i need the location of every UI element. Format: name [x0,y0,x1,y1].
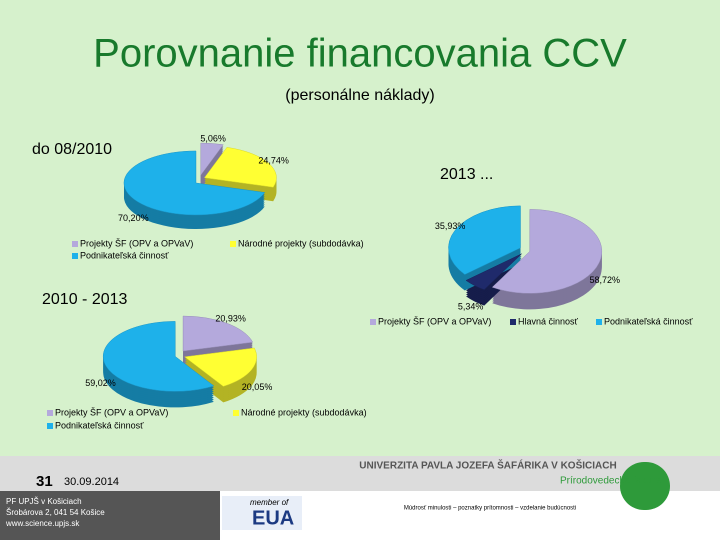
data-label: 35,93% [435,221,466,231]
legend-marker [233,410,239,416]
legend-marker [510,319,516,325]
page-number: 31 [36,473,53,490]
slice [184,347,257,387]
legend-label: Podnikateľská činnosť [80,250,169,260]
footer-top [0,456,720,491]
date: 30.09.2014 [64,476,119,488]
chart-title: do 08/2010 [32,141,112,158]
legend-marker [230,241,236,247]
legend-label: Národné projekty (subdodávka) [241,407,367,417]
legend-marker [72,253,78,259]
slide-subtitle: (personálne náklady) [285,87,434,104]
address: Šrobárova 2, 041 54 Košice [6,508,105,517]
data-label: 58,72% [589,275,620,285]
data-label: 20,93% [215,313,246,323]
slice [200,142,224,176]
slice [491,209,603,294]
chart-title: 2013 ... [440,166,493,183]
slice [448,205,521,275]
eua-logo [222,496,302,530]
motto: Múdrosť minulosti – poznatky prítomnosti… [404,506,576,512]
slide-title: Porovnanie financovania CCV [93,32,627,76]
legend-label: Projekty ŠF (OPV a OPVaV) [378,316,491,326]
legend-marker [596,319,602,325]
slice [465,253,522,290]
slice [203,147,277,188]
slice [102,321,215,392]
legend-marker [72,241,78,247]
legend-label: Národné projekty (subdodávka) [238,238,364,248]
legend-label: Hlavná činnosť [518,316,579,326]
legend-label: Podnikateľská činnosť [55,420,144,430]
eua: EUA [252,507,294,529]
slice [182,315,254,352]
legend-marker [370,319,376,325]
data-label: 59,02% [85,378,116,388]
data-label: 24,74% [258,155,289,165]
faculty-logo [620,462,670,510]
address: PF UPJŠ v Košiciach [6,497,82,506]
legend-marker [47,410,53,416]
data-label: 5,34% [458,302,484,312]
data-label: 5,06% [200,133,226,143]
faculty: Prírodovedecká fakulta [560,476,663,487]
slice [123,150,266,216]
address: www.science.upjs.sk [5,519,80,528]
data-label: 70,20% [118,213,149,223]
legend-label: Podnikateľská činnosť [604,316,693,326]
legend-label: Projekty ŠF (OPV a OPVaV) [55,407,168,417]
footer-address-bg [0,491,220,540]
legend-marker [47,423,53,429]
data-label: 20,05% [242,382,273,392]
eua-member: member of [250,498,289,507]
university: UNIVERZITA PAVLA JOZEFA ŠAFÁRIKA V KOŠIC… [359,459,616,472]
chart-title: 2010 - 2013 [42,291,128,308]
legend-label: Projekty ŠF (OPV a OPVaV) [80,238,193,248]
